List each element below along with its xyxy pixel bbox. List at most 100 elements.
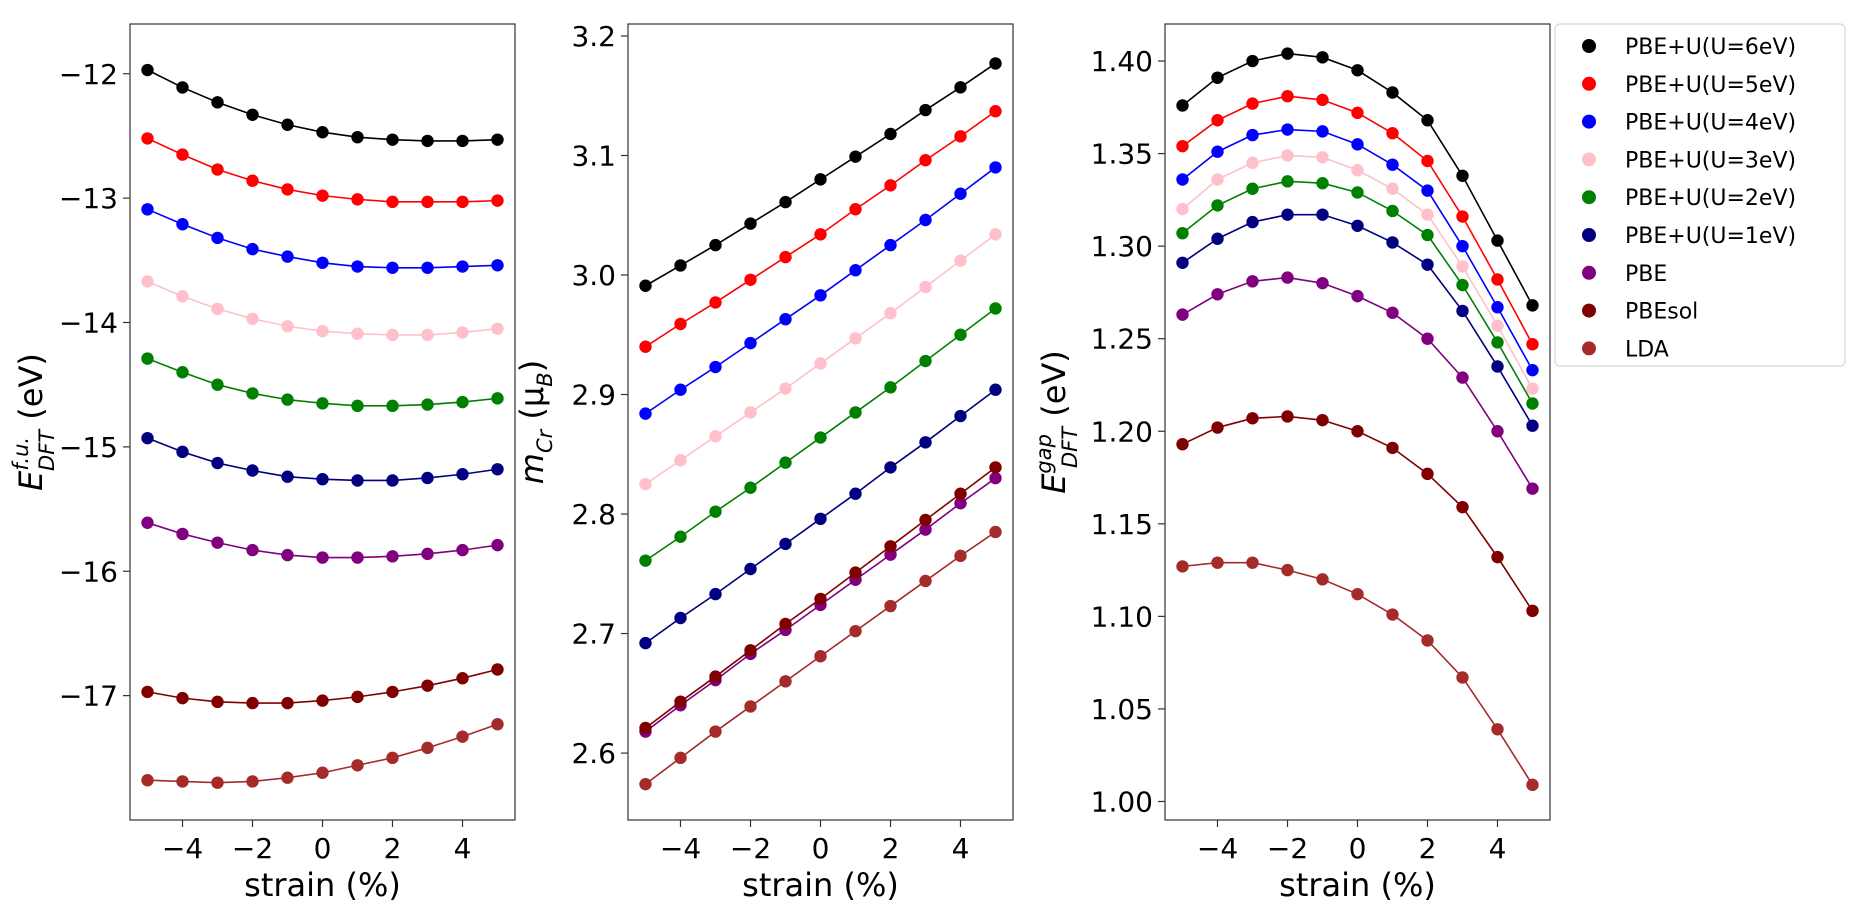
data-point xyxy=(456,672,469,685)
data-point xyxy=(1491,234,1504,247)
data-point xyxy=(1316,413,1329,427)
data-point xyxy=(1421,208,1434,221)
legend-marker xyxy=(1582,303,1596,318)
data-point xyxy=(674,751,687,765)
data-point xyxy=(281,393,294,406)
data-point xyxy=(211,776,224,789)
data-point xyxy=(1176,139,1189,153)
data-point xyxy=(421,261,434,274)
data-point xyxy=(849,487,862,500)
data-point xyxy=(1421,467,1434,481)
legend-label: PBE+U(U=6eV) xyxy=(1625,35,1796,60)
legend-marker xyxy=(1582,341,1596,356)
x-tick-label: 0 xyxy=(1349,832,1367,865)
y-axis-label-part: E xyxy=(12,470,50,491)
data-point xyxy=(1211,173,1224,186)
data-point xyxy=(1246,156,1259,170)
legend-label: PBEsol xyxy=(1625,300,1698,325)
data-point xyxy=(1456,169,1469,182)
data-point xyxy=(1526,382,1539,395)
y-axis-label-part: gap xyxy=(1032,434,1056,474)
data-point xyxy=(176,81,189,94)
series-line xyxy=(1182,276,1534,490)
y-tick-label: 2.6 xyxy=(571,737,616,770)
data-point xyxy=(919,513,932,527)
data-point xyxy=(674,317,687,331)
data-point xyxy=(814,228,827,241)
data-point xyxy=(1281,175,1294,188)
data-point xyxy=(1386,236,1399,249)
data-point xyxy=(421,195,434,209)
data-point xyxy=(1246,182,1259,195)
data-point xyxy=(421,679,434,692)
data-point xyxy=(141,352,154,365)
data-point xyxy=(884,127,897,141)
y-axis-label-part: (μ xyxy=(513,387,551,430)
x-tick-label: 0 xyxy=(812,832,830,865)
data-point xyxy=(491,718,504,731)
data-point xyxy=(351,193,364,206)
data-point xyxy=(211,163,224,176)
data-point xyxy=(1176,173,1189,186)
data-point xyxy=(246,108,259,121)
data-point xyxy=(1176,308,1189,321)
y-axis-label-part: (eV) xyxy=(1035,350,1073,427)
data-point xyxy=(141,774,154,787)
data-point xyxy=(1211,71,1224,84)
data-point xyxy=(351,260,364,273)
data-point xyxy=(744,644,757,657)
data-point xyxy=(709,505,722,518)
panel-band-gap: −4 −2 0 2 4 1.00 1.05 1.10 1.15 1.20 1.25 1.30 1.35 1… xyxy=(1032,23,1551,904)
x-tick-label: 2 xyxy=(1419,832,1437,865)
data-point xyxy=(779,617,792,631)
legend-label: PBE xyxy=(1625,262,1667,287)
data-point xyxy=(884,307,897,320)
data-point xyxy=(1351,425,1364,438)
data-point xyxy=(456,326,469,339)
data-point xyxy=(1456,210,1469,223)
data-point xyxy=(744,562,757,576)
data-point xyxy=(1316,177,1329,190)
data-point xyxy=(316,126,329,139)
data-point xyxy=(989,525,1002,539)
data-point xyxy=(814,592,827,606)
y-tick-label: 3.0 xyxy=(571,259,616,292)
data-point xyxy=(709,430,722,443)
data-point xyxy=(1491,550,1504,564)
data-point xyxy=(1176,202,1189,216)
data-point xyxy=(176,527,189,541)
x-tick-label: −2 xyxy=(232,832,273,865)
data-point xyxy=(779,456,792,469)
data-point xyxy=(814,289,827,302)
data-point xyxy=(919,436,932,449)
data-point xyxy=(674,383,687,396)
data-point xyxy=(491,194,504,207)
data-point xyxy=(1281,47,1294,60)
data-point xyxy=(386,399,399,413)
data-point xyxy=(351,759,364,772)
data-point xyxy=(211,536,224,549)
data-point xyxy=(281,320,294,333)
data-point xyxy=(491,392,504,405)
data-point xyxy=(814,431,827,444)
data-point xyxy=(141,275,154,288)
y-tick-label: 2.8 xyxy=(571,498,616,531)
data-point xyxy=(919,213,932,227)
data-point xyxy=(316,551,329,564)
data-point xyxy=(639,554,652,567)
data-point xyxy=(1176,256,1189,269)
data-point xyxy=(421,471,434,485)
data-point xyxy=(639,407,652,420)
data-point xyxy=(1351,587,1364,601)
data-point xyxy=(674,611,687,625)
data-point xyxy=(211,231,224,245)
data-point xyxy=(744,336,757,350)
legend-marker xyxy=(1582,114,1596,129)
data-point xyxy=(386,550,399,563)
data-point xyxy=(709,238,722,252)
data-point xyxy=(884,599,897,613)
legend-label: LDA xyxy=(1625,337,1669,362)
data-point xyxy=(281,548,294,562)
data-point xyxy=(351,130,364,144)
data-point xyxy=(954,187,967,200)
